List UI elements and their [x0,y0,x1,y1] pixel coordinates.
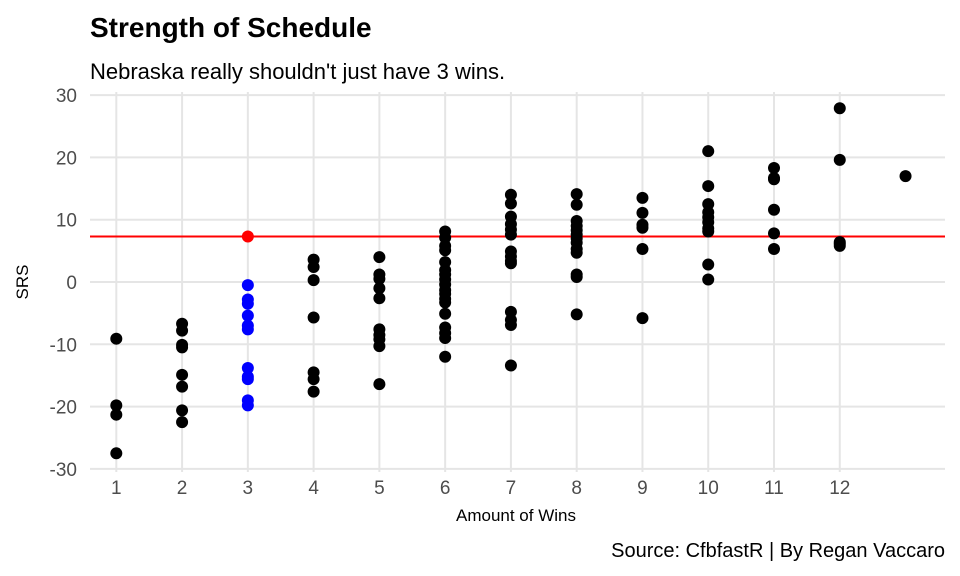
data-point [439,307,452,320]
data-point [241,230,254,243]
data-point [307,311,320,324]
data-point [833,153,846,166]
data-point [439,350,452,363]
data-point [833,102,846,115]
data-point [899,170,912,183]
data-point [241,297,254,310]
data-point [439,332,452,345]
data-point [636,191,649,204]
data-point [768,203,780,216]
data-point [176,368,189,381]
data-point [241,279,254,292]
data-point [176,341,189,354]
x-tick-label: 9 [637,478,648,499]
data-point [307,261,320,274]
data-point [110,408,123,421]
data-point [504,188,517,201]
data-point [636,242,649,255]
data-point [702,273,715,286]
data-point [439,244,452,257]
data-point [504,318,517,331]
data-point [307,385,320,398]
x-tick-label: 1 [111,478,122,499]
x-tick-label: 12 [829,478,850,499]
y-axis-ticks: 30 20 10 0 -10 -20 -30 [50,86,77,481]
x-tick-label: 7 [506,478,517,499]
data-point [636,221,649,234]
data-point [504,197,517,210]
y-tick-label: 30 [56,86,77,107]
data-point [241,309,254,322]
data-point [176,404,189,417]
data-points [110,102,912,460]
data-point [570,246,583,259]
x-tick-label: 6 [440,478,451,499]
y-tick-label: -10 [50,335,77,356]
data-point [241,373,254,386]
x-tick-label: 10 [698,478,719,499]
chart-subtitle: Nebraska really shouldn't just have 3 wi… [90,59,505,84]
y-tick-label: -20 [50,398,77,419]
data-point [373,378,386,391]
data-point [768,173,780,186]
data-point [110,332,123,345]
x-axis-title: Amount of Wins [456,506,576,525]
data-point [702,225,715,238]
data-point [176,416,189,429]
data-point [439,296,452,309]
gridlines [90,92,945,472]
data-point [570,198,583,211]
data-point [110,399,123,412]
data-point [373,251,386,264]
data-point [373,272,386,285]
x-tick-label: 4 [308,478,319,499]
data-point [373,292,386,305]
data-point [702,258,715,271]
data-point [241,323,254,336]
data-point [176,380,189,393]
x-tick-label: 2 [177,478,188,499]
y-tick-label: -30 [50,460,77,481]
x-axis-ticks: 1 2 3 4 5 6 7 8 9 10 11 12 [111,478,850,499]
data-point [636,206,649,219]
data-point [702,180,715,193]
chart-caption: Source: CfbfastR | By Regan Vaccaro [611,540,945,562]
data-point [570,271,583,284]
y-axis-title: SRS [13,265,32,300]
data-point [504,228,517,241]
chart-title: Strength of Schedule [90,12,372,43]
data-point [110,447,123,460]
data-point [504,257,517,270]
data-point [307,373,320,386]
data-point [570,308,583,321]
x-tick-label: 5 [374,478,385,499]
y-tick-label: 20 [56,148,77,169]
y-tick-label: 10 [56,211,77,232]
data-point [833,239,846,252]
y-tick-label: 0 [66,273,77,294]
data-point [241,361,254,374]
data-point [768,227,780,240]
x-tick-label: 11 [764,478,784,499]
data-point [768,242,780,255]
x-tick-label: 3 [243,478,254,499]
data-point [176,324,189,337]
data-point [373,282,386,295]
data-point [768,162,780,174]
data-point [241,399,254,412]
x-tick-label: 8 [571,478,582,499]
data-point [702,145,715,158]
data-point [307,274,320,287]
data-point [373,340,386,353]
data-point [636,312,649,325]
data-point [570,188,583,201]
data-point [504,359,517,372]
